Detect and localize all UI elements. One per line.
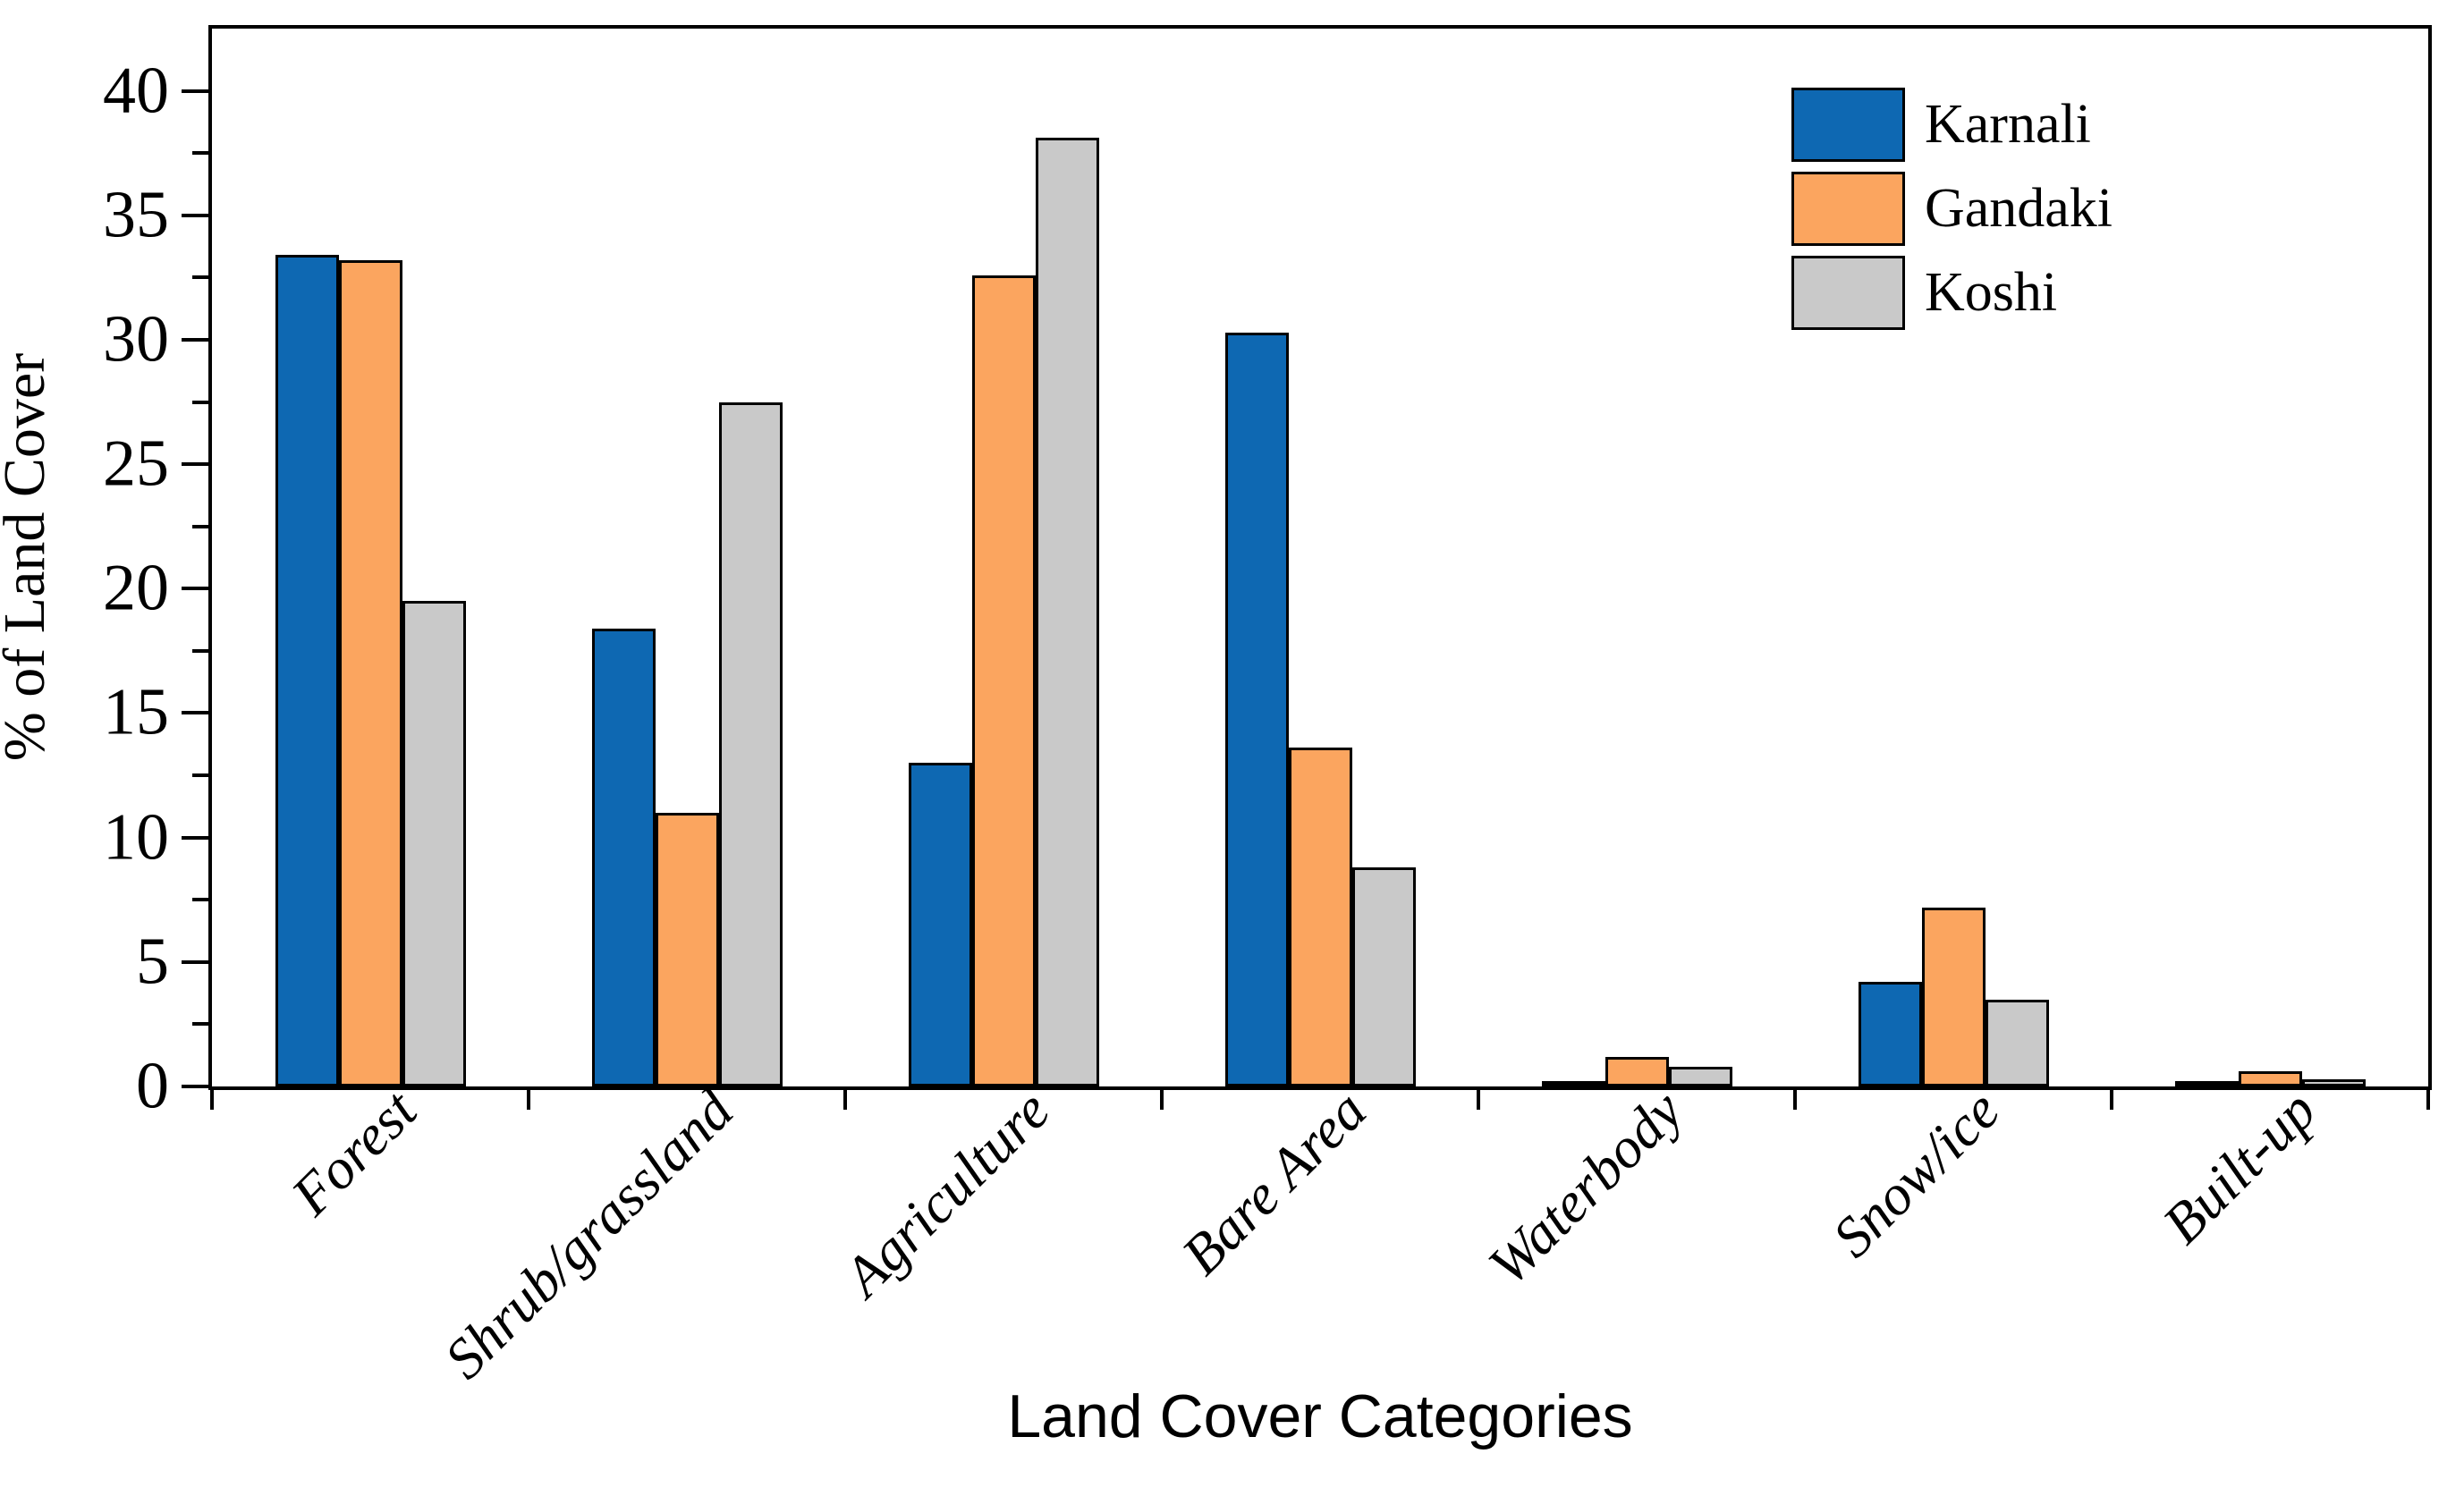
bar-gandaki-waterbody (1605, 1056, 1669, 1086)
y-tick-label: 0 (136, 1049, 169, 1123)
bar-karnali-snow-ice (1858, 982, 1922, 1086)
category-label: Bare Area (1169, 1078, 1378, 1287)
x-axis-tick (1793, 1086, 1797, 1110)
legend-label: Gandaki (1925, 178, 2113, 239)
category-label: Built-up (2150, 1078, 2328, 1256)
y-minor-tick (192, 1022, 208, 1027)
x-axis-tick (527, 1086, 530, 1110)
bar-karnali-agriculture (908, 763, 972, 1086)
y-major-tick (182, 89, 208, 93)
y-minor-tick (192, 275, 208, 280)
y-major-tick (182, 835, 208, 840)
bar-gandaki-snow-ice (1921, 907, 1986, 1086)
y-tick-label: 30 (103, 302, 169, 376)
bar-koshi-forest (402, 601, 466, 1086)
x-axis-tick (843, 1086, 847, 1110)
y-tick-label: 5 (136, 925, 169, 999)
y-minor-tick (192, 524, 208, 528)
y-tick-label: 40 (103, 54, 169, 128)
y-major-tick (182, 711, 208, 715)
legend-swatch (1791, 256, 1905, 330)
y-tick-label: 25 (103, 427, 169, 501)
x-axis-tick (210, 1086, 214, 1110)
y-minor-tick (192, 773, 208, 778)
x-axis-tick (1160, 1086, 1164, 1110)
y-minor-tick (192, 400, 208, 404)
y-major-tick (182, 587, 208, 591)
bar-karnali-shrub-grassland (591, 628, 656, 1086)
category-label: Waterbody (1476, 1078, 1695, 1297)
bar-koshi-waterbody (1668, 1066, 1732, 1086)
bar-koshi-agriculture (1035, 138, 1099, 1086)
plot-area: 0 5 10 15 20 25 30 35 40 (103, 25, 2432, 1123)
y-minor-tick (192, 151, 208, 156)
legend-item: Gandaki (1791, 172, 2113, 246)
y-tick-label: 20 (103, 551, 169, 625)
y-major-tick (182, 462, 208, 467)
bar-karnali-built-up (2174, 1081, 2239, 1086)
x-axis-title: Land Cover Categories (1007, 1382, 1633, 1450)
bar-karnali-forest (275, 255, 339, 1086)
y-major-tick (182, 213, 208, 217)
category-label: Snow/ice (1820, 1078, 2011, 1270)
x-axis-tick (2110, 1086, 2113, 1110)
legend-label: Koshi (1925, 262, 2058, 323)
legend-label: Karnali (1925, 94, 2091, 155)
bar-gandaki-agriculture (971, 275, 1036, 1086)
legend: Karnali Gandaki Koshi (1791, 88, 2113, 330)
category-label: Shrub/grassland (432, 1078, 745, 1391)
bar-gandaki-forest (338, 259, 402, 1086)
y-minor-tick (192, 898, 208, 902)
y-tick-label: 15 (103, 675, 169, 749)
y-major-tick (182, 1085, 208, 1088)
legend-swatch (1791, 172, 1905, 246)
bar-karnali-bare-area (1224, 332, 1289, 1086)
bar-koshi-snow-ice (1985, 999, 2049, 1086)
bar-gandaki-built-up (2238, 1071, 2302, 1086)
y-major-tick (182, 337, 208, 342)
bar-karnali-waterbody (1541, 1081, 1605, 1086)
y-tick-label: 10 (103, 800, 169, 875)
legend-item: Koshi (1791, 256, 2113, 330)
x-axis-tick (1477, 1086, 1480, 1110)
bar-koshi-built-up (2301, 1078, 2366, 1086)
y-tick-label: 35 (103, 178, 169, 252)
bar-gandaki-shrub-grassland (655, 812, 719, 1086)
legend-swatch (1791, 88, 1905, 162)
bar-koshi-bare-area (1351, 867, 1416, 1086)
y-minor-tick (192, 648, 208, 653)
legend-item: Karnali (1791, 88, 2113, 162)
bar-koshi-shrub-grassland (718, 401, 783, 1086)
y-axis-title: % of Land Cover (0, 352, 57, 761)
x-axis-tick (2426, 1086, 2430, 1110)
category-label: Forest (279, 1078, 428, 1228)
y-major-tick (182, 959, 208, 964)
bar-gandaki-bare-area (1288, 748, 1352, 1086)
category-label: Agriculture (831, 1078, 1062, 1308)
